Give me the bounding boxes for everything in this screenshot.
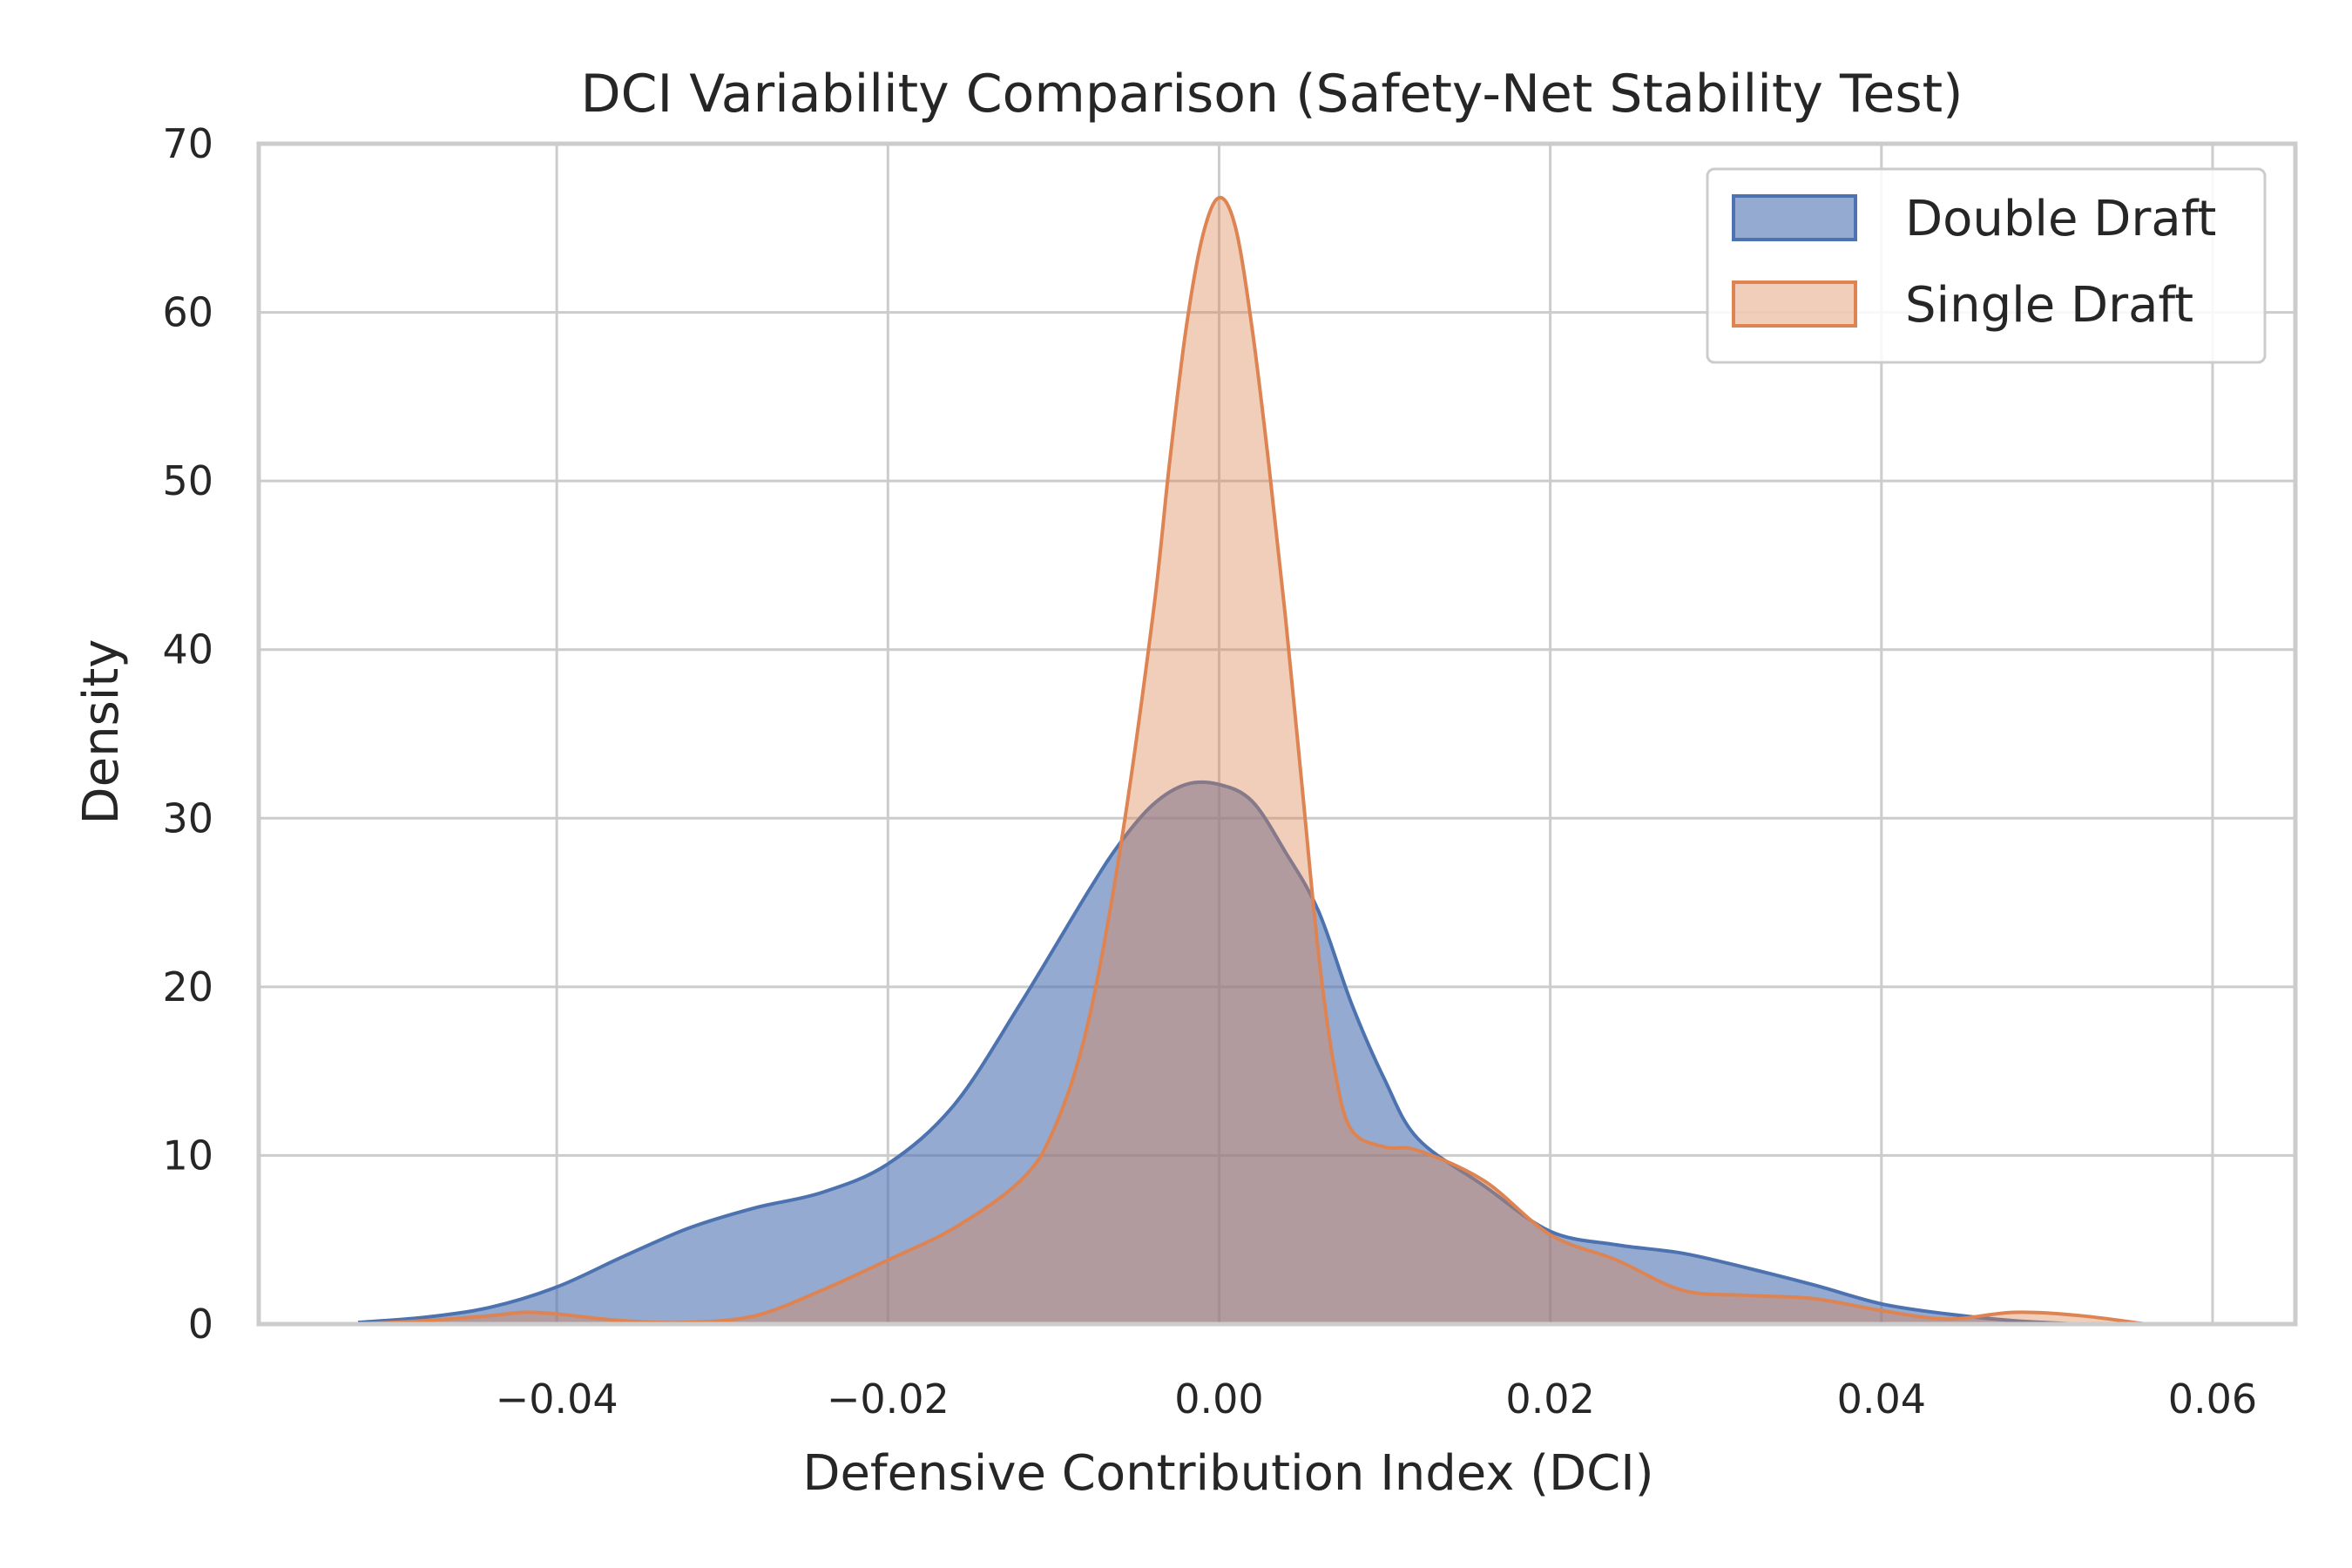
y-tick-label: 30 [162, 794, 213, 841]
x-tick-label: 0.04 [1837, 1375, 1926, 1423]
legend-swatch-double-draft [1732, 194, 1857, 241]
legend-label-single-draft: Single Draft [1905, 277, 2193, 334]
y-tick-label: 40 [162, 626, 213, 673]
y-tick-label: 0 [188, 1301, 213, 1348]
y-tick-label: 20 [162, 963, 213, 1010]
density-area-double-draft [358, 781, 2080, 1324]
x-tick-label: 0.06 [2168, 1375, 2257, 1423]
legend-label-double-draft: Double Draft [1905, 191, 2216, 247]
y-tick-label: 60 [162, 289, 213, 336]
plot-frame [256, 141, 2298, 1327]
legend: Double Draft Single Draft [1706, 167, 2267, 364]
x-tick-label: −0.04 [496, 1375, 618, 1423]
y-tick-label: 70 [162, 120, 213, 167]
density-line-double-draft [357, 780, 2080, 1326]
y-tick-label: 50 [162, 457, 213, 504]
x-tick-label: −0.02 [827, 1375, 950, 1423]
x-tick-label: 0.02 [1505, 1375, 1594, 1423]
x-tick-label: 0.00 [1174, 1375, 1263, 1423]
chart-title: DCI Variability Comparison (Safety-Net S… [580, 64, 1963, 125]
density-area-single-draft [358, 197, 2146, 1324]
tick-labels: −0.04 −0.02 0.00 0.02 0.04 0.06 0 10 20 30 40 50 60 7… [162, 120, 2257, 1423]
legend-swatch-single-draft [1732, 280, 1857, 328]
y-tick-label: 10 [162, 1132, 213, 1179]
density-line-single-draft [357, 195, 2147, 1326]
y-axis-label: Density [73, 639, 130, 825]
x-axis-label: Defensive Contribution Index (DCI) [802, 1445, 1653, 1502]
series-layer [357, 195, 2147, 1326]
